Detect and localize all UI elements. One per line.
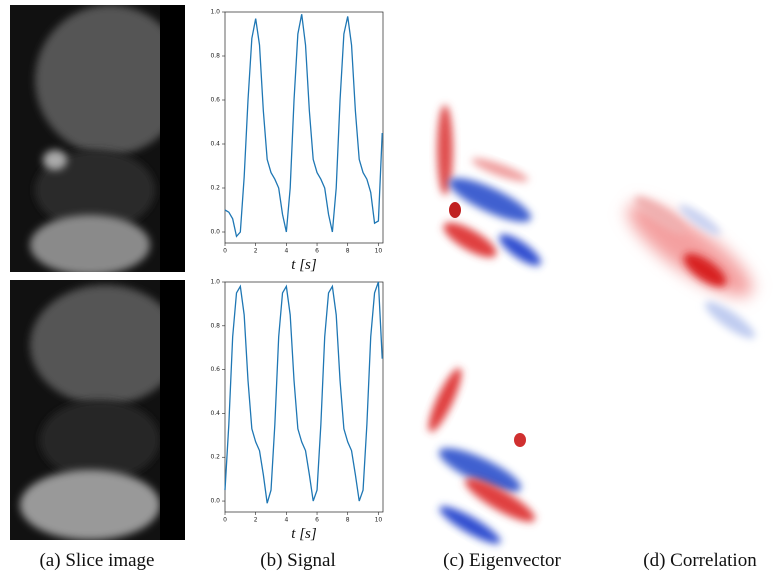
x-tick-label: 0 (223, 248, 227, 255)
y-tick-label: 1.0 (210, 9, 220, 16)
y-tick-label: 0.8 (210, 322, 220, 329)
x-tick-label: 8 (346, 248, 350, 255)
y-tick-label: 0.4 (210, 141, 220, 148)
x-axis-label: t [s] (291, 257, 317, 273)
x-tick-label: 4 (284, 517, 288, 524)
x-tick-label: 10 (375, 517, 383, 524)
plot-frame (224, 11, 384, 244)
signal-line (224, 14, 383, 238)
eigenvector-bottom (415, 280, 590, 544)
x-tick-label: 8 (346, 517, 350, 524)
caption: (b) Signal (260, 550, 335, 571)
y-tick-label: 0.2 (210, 185, 220, 192)
y-tick-label: 0.0 (210, 229, 220, 236)
y-tick-label: 0.4 (210, 410, 220, 417)
x-tick-label: 0 (223, 517, 227, 524)
y-tick-label: 0.6 (210, 366, 220, 373)
slice-image-top (10, 5, 185, 272)
y-tick-label: 0.6 (210, 97, 220, 104)
x-tick-label: 4 (284, 248, 288, 255)
y-tick-label: 0.0 (210, 498, 220, 505)
x-tick-label: 10 (375, 248, 383, 255)
eigenvector-top (415, 5, 590, 272)
y-tick-label: 0.8 (210, 53, 220, 60)
caption: (c) Eigenvector (443, 550, 561, 571)
x-tick-label: 2 (254, 248, 258, 255)
caption: (d) Correlation (643, 550, 757, 571)
caption: (a) Slice image (39, 550, 154, 571)
slice-image-bottom (10, 280, 185, 540)
y-tick-label: 0.2 (210, 454, 220, 461)
correlation-map (612, 137, 783, 405)
x-tick-label: 6 (315, 517, 319, 524)
x-axis-label: t [s] (291, 526, 317, 542)
x-tick-label: 2 (254, 517, 258, 524)
y-tick-label: 1.0 (210, 279, 220, 286)
x-tick-label: 6 (315, 248, 319, 255)
plot-frame (224, 281, 384, 513)
signal-line (224, 281, 383, 504)
